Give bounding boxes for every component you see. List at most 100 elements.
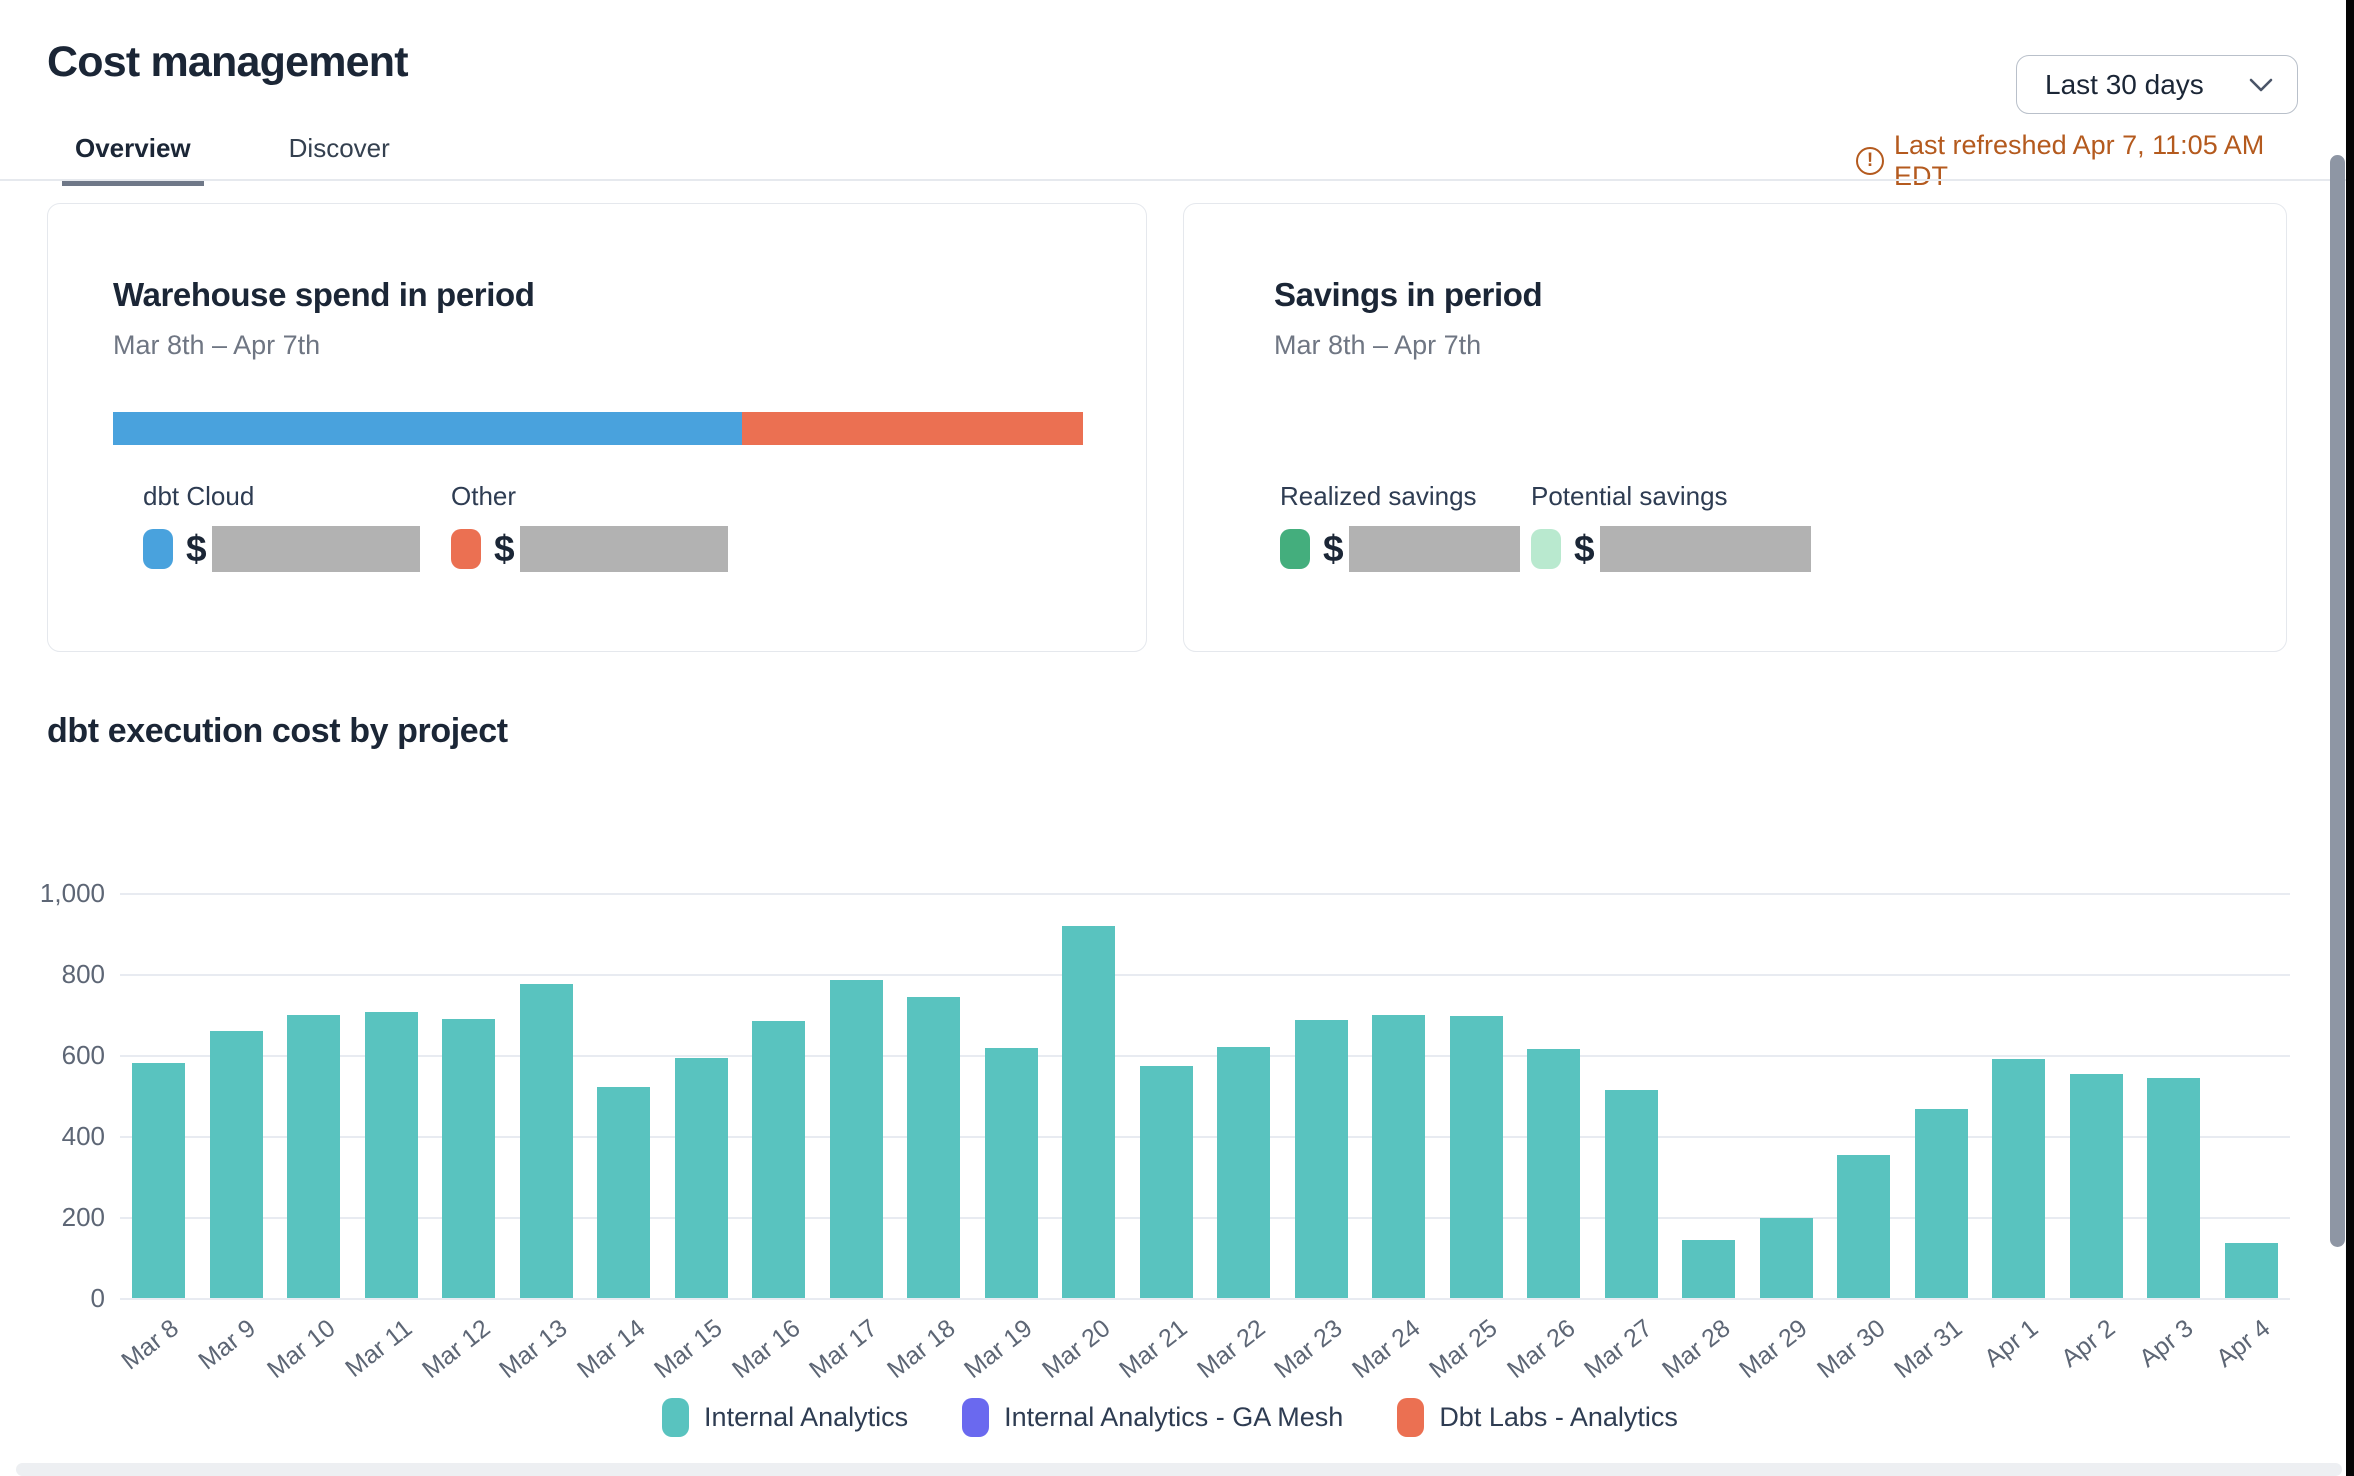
bar-internal-analytics[interactable]: [984, 1048, 1038, 1298]
bar-internal-analytics[interactable]: [2069, 1073, 2123, 1298]
bar-slot-apr-2: [2058, 893, 2136, 1298]
bar-slot-mar-24: [1360, 893, 1438, 1298]
bar-internal-analytics[interactable]: [442, 1018, 496, 1298]
chart-plot: [120, 893, 2290, 1300]
currency-symbol: $: [186, 528, 207, 569]
bar-slot-mar-11: [353, 893, 431, 1298]
bar-internal-analytics[interactable]: [1837, 1155, 1891, 1298]
y-tick-label: 0: [90, 1283, 105, 1313]
x-tick-label: Mar 24: [1346, 1314, 1426, 1384]
x-tick-label: Mar 27: [1579, 1314, 1658, 1384]
bar-internal-analytics[interactable]: [209, 1030, 263, 1298]
bar-internal-analytics[interactable]: [1062, 925, 1116, 1298]
x-tick-label: Mar 12: [416, 1314, 496, 1384]
alert-circle-icon: !: [1856, 147, 1884, 175]
bar-internal-analytics[interactable]: [829, 980, 883, 1298]
horizontal-scrollbar[interactable]: [16, 1463, 2342, 1476]
x-tick-label: Mar 11: [340, 1314, 418, 1383]
bar-internal-analytics[interactable]: [519, 984, 573, 1298]
x-tick-label: Apr 2: [2056, 1314, 2121, 1373]
bar-slot-mar-19: [973, 893, 1051, 1298]
bar-internal-analytics[interactable]: [752, 1021, 806, 1298]
x-tick-label: Mar 26: [1501, 1314, 1581, 1384]
x-tick-label: Mar 20: [1036, 1314, 1116, 1384]
warehouse-spend-card: Warehouse spend in period Mar 8th – Apr …: [47, 203, 1147, 652]
x-tick-label: Mar 22: [1191, 1314, 1271, 1384]
bar-slot-mar-10: [275, 893, 353, 1298]
tab-overview[interactable]: Overview: [62, 133, 204, 186]
bar-internal-analytics[interactable]: [1449, 1015, 1503, 1298]
bar-slot-mar-30: [1825, 893, 1903, 1298]
x-tick-label: Apr 1: [1978, 1314, 2044, 1373]
legend-group-dbt-cloud: dbt Cloud $: [143, 481, 420, 572]
legend-item-label: Internal Analytics: [704, 1402, 909, 1432]
legend-label: Potential savings: [1531, 481, 1728, 511]
x-tick-label: Mar 21: [1114, 1314, 1193, 1384]
currency-symbol: $: [1323, 528, 1344, 569]
legend-swatch: [962, 1398, 990, 1437]
bar-slot-mar-18: [895, 893, 973, 1298]
bar-internal-analytics[interactable]: [1139, 1065, 1193, 1298]
bar-internal-analytics[interactable]: [132, 1063, 186, 1298]
date-range-select[interactable]: Last 30 days: [2016, 55, 2298, 114]
legend-swatch: [1397, 1398, 1425, 1437]
bar-internal-analytics[interactable]: [2224, 1242, 2278, 1298]
tab-discover[interactable]: Discover: [288, 133, 390, 163]
bar-internal-analytics[interactable]: [1372, 1015, 1426, 1298]
screen-edge: [2346, 0, 2354, 1476]
x-tick-label: Mar 23: [1269, 1314, 1348, 1384]
bar-internal-analytics[interactable]: [1604, 1090, 1658, 1298]
bar-internal-analytics[interactable]: [1682, 1240, 1736, 1298]
last-refreshed-status: ! Last refreshed Apr 7, 11:05 AM EDT: [1856, 130, 2300, 192]
bar-internal-analytics[interactable]: [2147, 1077, 2201, 1298]
bar-internal-analytics[interactable]: [364, 1012, 418, 1298]
y-tick-label: 200: [61, 1202, 105, 1232]
bar-internal-analytics[interactable]: [1759, 1218, 1813, 1298]
y-tick-label: 1,000: [39, 878, 105, 908]
y-tick-label: 400: [61, 1121, 105, 1151]
x-tick-label: Mar 28: [1656, 1314, 1736, 1384]
x-tick-label: Mar 13: [494, 1314, 573, 1384]
gridline: [120, 974, 2290, 976]
bar-slot-mar-9: [198, 893, 276, 1298]
y-tick-label: 600: [61, 1040, 105, 1070]
legend-swatch: [1280, 529, 1310, 569]
currency-symbol: $: [1574, 528, 1595, 569]
bars-row: [120, 893, 2290, 1298]
legend-item-internal-analytics-ga-mesh[interactable]: Internal Analytics - GA Mesh: [962, 1398, 1343, 1437]
x-tick-label: Mar 18: [881, 1314, 961, 1384]
bar-internal-analytics[interactable]: [907, 996, 961, 1298]
bar-internal-analytics[interactable]: [287, 1014, 341, 1298]
bar-internal-analytics[interactable]: [1992, 1059, 2046, 1298]
legend-value-row: $: [143, 526, 420, 572]
bar-slot-mar-22: [1205, 893, 1283, 1298]
card-title: Warehouse spend in period: [113, 276, 535, 313]
x-tick-label: Mar 30: [1811, 1314, 1891, 1384]
chevron-down-icon: [2249, 78, 2273, 91]
bar-internal-analytics[interactable]: [597, 1087, 651, 1298]
tab-bar-divider: [0, 179, 2346, 181]
bar-slot-mar-26: [1515, 893, 1593, 1298]
bar-internal-analytics[interactable]: [1294, 1020, 1348, 1298]
bar-slot-mar-25: [1438, 893, 1516, 1298]
legend-item-label: Internal Analytics - GA Mesh: [1004, 1402, 1344, 1432]
bar-slot-mar-21: [1128, 893, 1206, 1298]
redacted-value: [1348, 526, 1520, 572]
legend-swatch: [451, 529, 481, 569]
bar-slot-mar-16: [740, 893, 818, 1298]
bar-internal-analytics[interactable]: [1914, 1109, 1968, 1298]
stacked-bar-segment-other: [741, 412, 1083, 445]
legend-label: Other: [451, 481, 517, 511]
stacked-bar-segment-dbt-cloud: [113, 412, 742, 445]
bar-internal-analytics[interactable]: [1217, 1046, 1271, 1298]
legend-value-row: $: [1531, 526, 1811, 572]
x-tick-label: Mar 14: [571, 1314, 651, 1384]
legend-item-internal-analytics[interactable]: Internal Analytics: [662, 1398, 908, 1437]
bar-internal-analytics[interactable]: [1527, 1048, 1581, 1298]
bar-internal-analytics[interactable]: [674, 1058, 728, 1298]
legend-item-dbt-labs-analytics[interactable]: Dbt Labs - Analytics: [1397, 1398, 1678, 1437]
bar-slot-apr-1: [1980, 893, 2058, 1298]
vertical-scrollbar-thumb[interactable]: [2330, 155, 2345, 1247]
bar-slot-mar-28: [1670, 893, 1748, 1298]
